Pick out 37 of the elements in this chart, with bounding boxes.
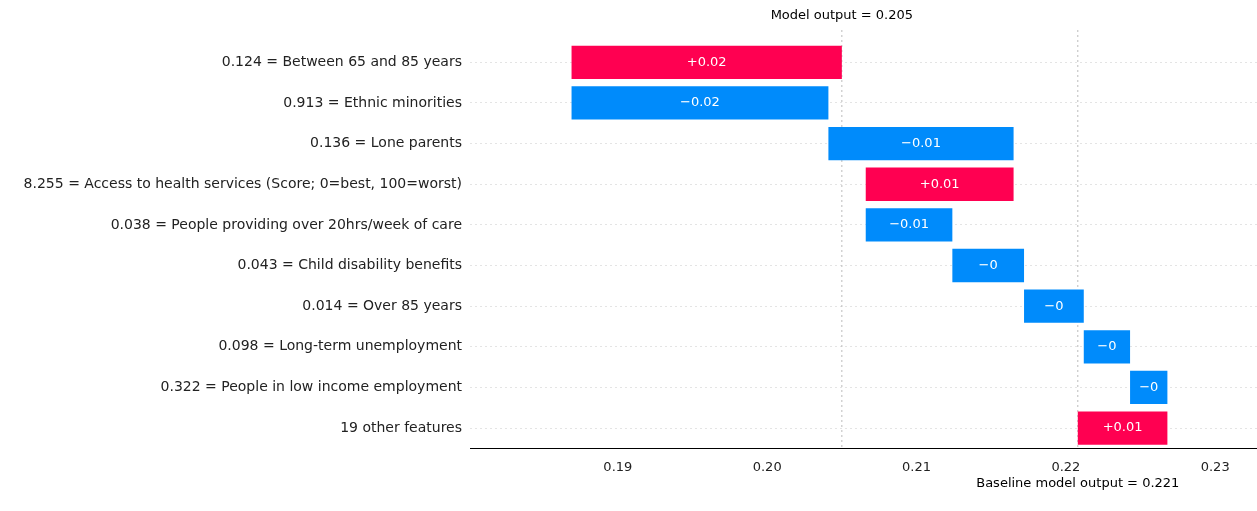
bar <box>865 208 953 242</box>
x-tick-label: 0.22 <box>1051 458 1081 474</box>
ref-line-label: Baseline model output = 0.221 <box>976 474 1180 490</box>
x-tick-label: 0.19 <box>603 458 633 474</box>
bar <box>1024 289 1084 323</box>
bar <box>952 248 1025 283</box>
x-tick-label: 0.21 <box>902 458 931 474</box>
y-tick-label: 0.043 = Child disability benefits <box>237 256 462 273</box>
bar <box>828 126 1014 161</box>
y-tick-label: 0.913 = Ethnic minorities <box>283 93 462 110</box>
data-label: −0.01 <box>889 216 929 232</box>
data-label: −0 <box>1097 338 1117 354</box>
data-label: +0.02 <box>686 53 727 69</box>
bar <box>1083 330 1131 364</box>
x-tick-label: 0.23 <box>1200 458 1230 474</box>
y-tick-label: 8.255 = Access to health services (Score; 0=best, 100=worst) <box>23 174 462 191</box>
data-label: −0.01 <box>901 134 941 150</box>
y-tick-label: 0.124 = Between 65 and 85 years <box>221 52 462 69</box>
y-tick-label: 0.014 = Over 85 years <box>302 296 462 313</box>
bar <box>1130 370 1168 405</box>
y-tick-label: 0.322 = People in low income employment <box>160 378 463 395</box>
data-label: −0 <box>978 256 998 272</box>
bar <box>865 167 1014 201</box>
bar <box>1077 411 1168 445</box>
y-tick-label: 0.098 = Long-term unemployment <box>218 337 463 354</box>
data-label: +0.01 <box>1102 419 1143 435</box>
bar <box>571 45 842 79</box>
y-tick-label: 0.038 = People providing over 20hrs/week of care <box>110 215 462 232</box>
data-label: −0 <box>1044 297 1064 313</box>
y-tick-label: 19 other features <box>340 418 462 435</box>
data-label: −0.02 <box>680 94 720 110</box>
x-tick-label: 0.20 <box>752 458 782 474</box>
bar <box>571 86 829 120</box>
ref-line-label: Model output = 0.205 <box>770 7 914 23</box>
data-label: −0 <box>1139 378 1159 394</box>
data-label: +0.01 <box>919 175 960 191</box>
y-tick-label: 0.136 = Lone parents <box>310 134 462 151</box>
